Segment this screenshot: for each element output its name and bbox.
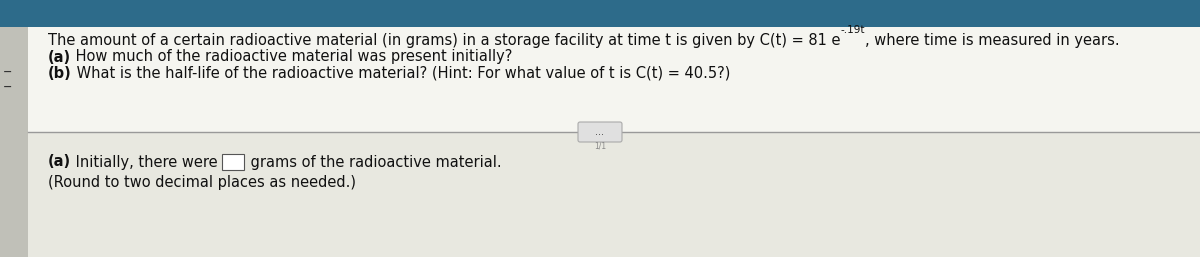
FancyBboxPatch shape [28,27,1200,132]
Text: Initially, there were: Initially, there were [71,154,222,170]
Polygon shape [0,0,1200,27]
Text: -.19t: -.19t [840,25,865,35]
Text: , where time is measured in years.: , where time is measured in years. [865,32,1120,48]
Text: −: − [4,82,13,92]
Text: grams of the radioactive material.: grams of the radioactive material. [246,154,502,170]
Text: (a): (a) [48,50,71,65]
Text: How much of the radioactive material was present initially?: How much of the radioactive material was… [71,50,512,65]
Text: ...: ... [595,127,605,137]
Text: −: − [4,67,13,77]
Text: The amount of a certain radioactive material (in grams) in a storage facility at: The amount of a certain radioactive mate… [48,32,840,48]
Text: What is the half-life of the radioactive material? (Hint: For what value of t is: What is the half-life of the radioactive… [72,66,730,80]
Text: (a): (a) [48,154,71,170]
Text: 1/1: 1/1 [594,142,606,151]
FancyBboxPatch shape [578,122,622,142]
Polygon shape [0,27,28,257]
Text: (b): (b) [48,66,72,80]
FancyBboxPatch shape [222,154,245,170]
Text: (Round to two decimal places as needed.): (Round to two decimal places as needed.) [48,175,356,189]
FancyBboxPatch shape [28,132,1200,257]
